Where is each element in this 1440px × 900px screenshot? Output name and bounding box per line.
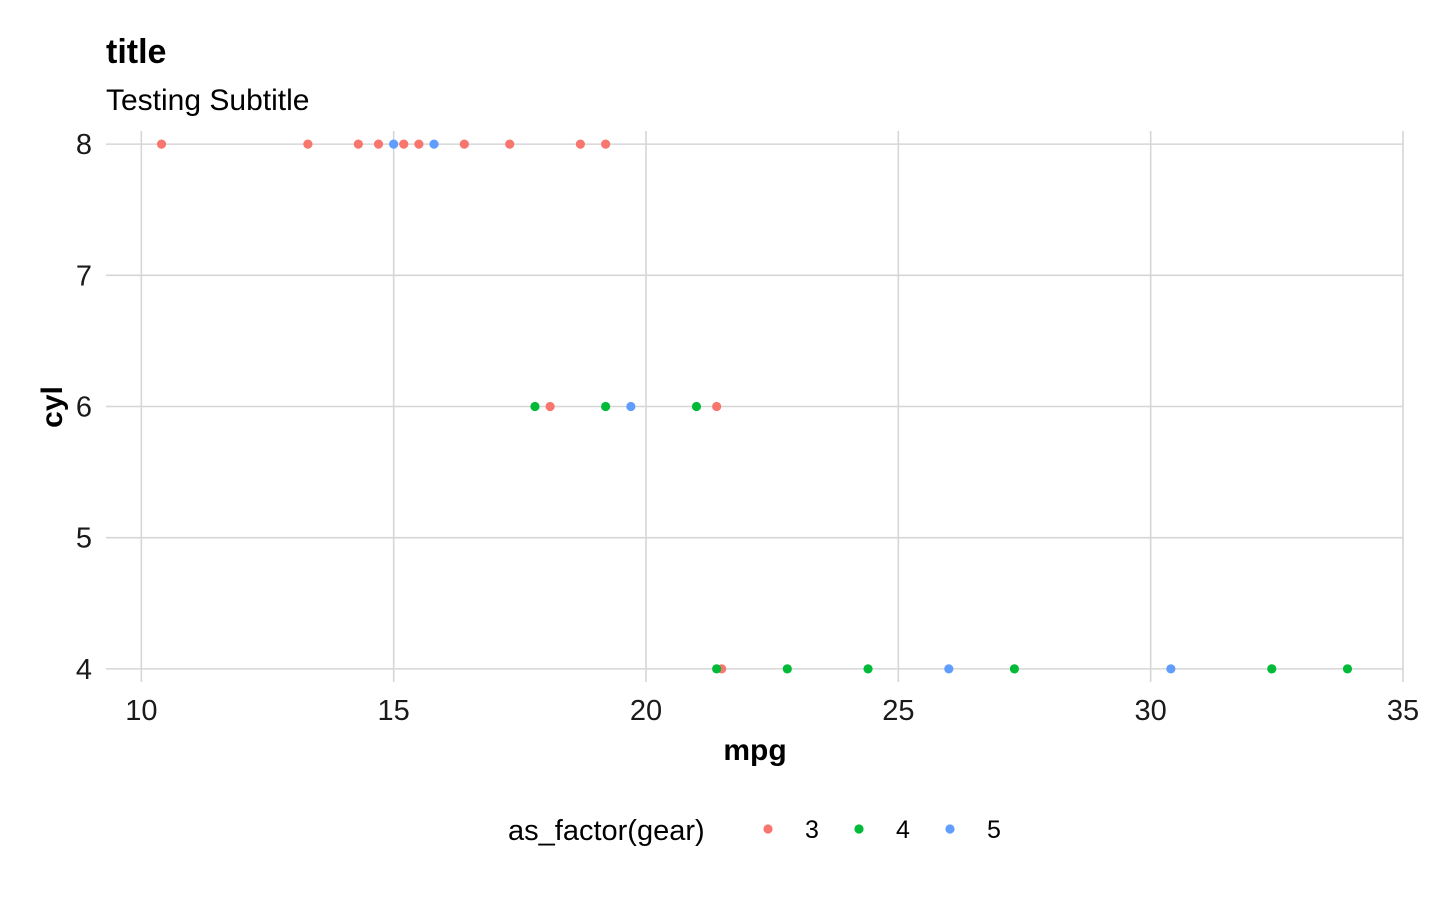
data-point-gear-4: [601, 401, 611, 412]
data-point-gear-3: [459, 139, 469, 149]
legend-key-5: [945, 824, 955, 834]
y-tick-label: 4: [76, 654, 92, 686]
x-tick-label: 10: [125, 695, 157, 727]
data-point-gear-3: [303, 139, 313, 149]
data-point-gear-4: [1267, 664, 1277, 674]
y-axis-title: cyl: [36, 386, 69, 428]
x-tick-label: 25: [882, 695, 914, 727]
legend-title: as_factor(gear): [508, 815, 705, 847]
data-point-gear-4: [712, 664, 722, 674]
y-tick-label: 5: [76, 523, 92, 555]
grid-lines: [106, 131, 1404, 682]
data-point-gear-4: [691, 401, 702, 412]
x-tick-label: 35: [1387, 695, 1419, 727]
data-point-gear-3: [353, 139, 363, 149]
data-point-gear-3: [575, 139, 585, 149]
data-point-gear-4: [1009, 664, 1020, 674]
y-tick-label: 7: [76, 260, 92, 292]
data-point-gear-3: [373, 139, 384, 149]
data-point-gear-5: [626, 401, 636, 412]
y-tick-label: 6: [76, 392, 92, 424]
data-point-gear-5: [429, 139, 439, 149]
data-points: [156, 139, 1353, 674]
y-tick-label: 8: [76, 129, 92, 161]
legend: as_factor(gear) 3 4 5: [508, 815, 1001, 847]
data-point-gear-5: [1166, 664, 1176, 674]
data-point-gear-3: [712, 401, 722, 412]
data-point-gear-3: [156, 139, 167, 149]
legend-label-3: 3: [805, 816, 819, 844]
chart-subtitle: Testing Subtitle: [106, 84, 309, 117]
data-point-gear-3: [414, 139, 424, 149]
legend-label-5: 5: [987, 816, 1001, 844]
data-point-gear-3: [505, 139, 515, 149]
tick-labels: 10 15 20 25 30 35 4 5 6 7 8: [76, 129, 1419, 727]
data-point-gear-3: [545, 401, 555, 412]
chart-title: title: [106, 33, 166, 71]
x-tick-label: 20: [630, 695, 662, 727]
data-point-gear-5: [944, 664, 954, 674]
legend-key-3: [763, 824, 773, 834]
data-point-gear-4: [530, 401, 540, 412]
legend-key-4: [854, 824, 864, 834]
data-point-gear-3: [399, 139, 409, 149]
x-tick-label: 30: [1135, 695, 1167, 727]
data-point-gear-4: [863, 664, 873, 674]
data-point-gear-3: [601, 139, 611, 149]
x-axis-title: mpg: [723, 734, 786, 767]
legend-label-4: 4: [896, 816, 910, 844]
data-point-gear-5: [389, 139, 399, 149]
data-point-gear-4: [1342, 664, 1353, 674]
data-point-gear-4: [782, 664, 792, 674]
x-tick-label: 15: [378, 695, 410, 727]
